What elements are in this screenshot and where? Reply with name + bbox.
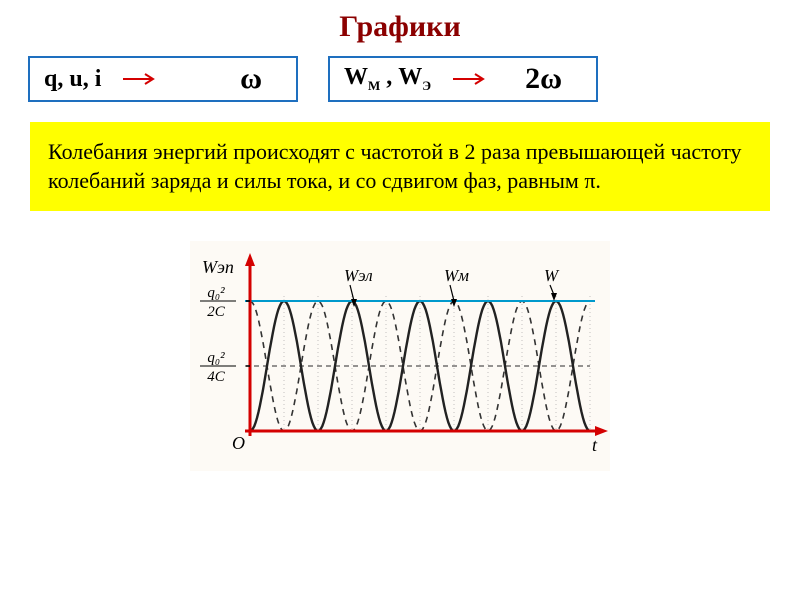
formula-left-lhs: q, u, i [44,66,101,93]
svg-text:O: O [232,433,245,453]
svg-text:2C: 2C [207,304,226,320]
formula-right-rhs: 2ω [525,62,562,96]
sub2: Э [422,78,431,93]
formula-boxes: q, u, i ω WМ , WЭ 2ω [0,56,800,102]
formula-left-rhs: ω [240,62,262,96]
svg-text:q₀²: q₀² [207,285,225,301]
formula-right-lhs: WМ , WЭ [344,64,431,94]
sep: , [380,64,398,90]
formula-box-left: q, u, i ω [28,56,298,102]
W2: W [398,64,422,90]
arrow-icon [121,72,161,86]
svg-text:4C: 4C [207,369,226,385]
arrow-icon [451,72,491,86]
energy-graph: Wэпq₀²2Cq₀²4COtWэлWмW [190,241,610,471]
sub1: М [368,78,380,93]
svg-text:W: W [544,266,560,285]
svg-text:Wэп: Wэп [202,257,234,277]
explanation-note: Колебания энергий происходят с частотой … [30,122,770,211]
formula-box-right: WМ , WЭ 2ω [328,56,598,102]
graph-svg: Wэпq₀²2Cq₀²4COtWэлWмW [190,241,610,471]
svg-text:Wэл: Wэл [344,266,373,285]
svg-text:Wм: Wм [444,266,469,285]
W1: W [344,64,368,90]
svg-text:q₀²: q₀² [207,350,225,366]
page-title: Графики [0,10,800,44]
